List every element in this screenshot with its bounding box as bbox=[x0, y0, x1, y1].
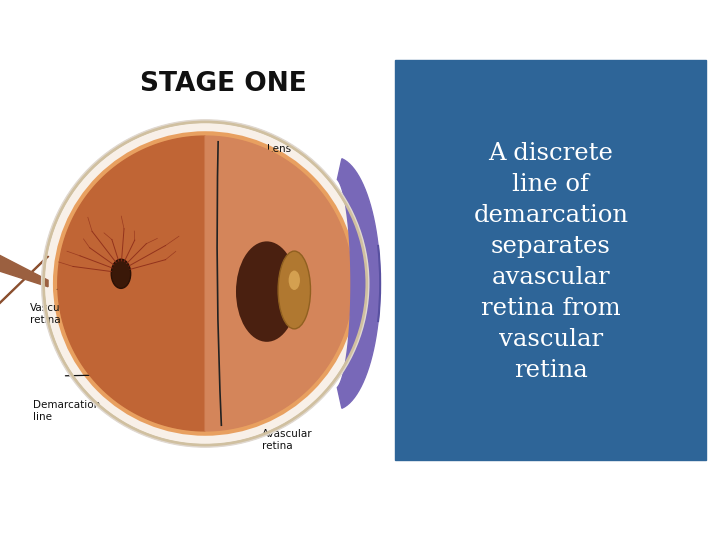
Text: Lens: Lens bbox=[266, 144, 291, 154]
Ellipse shape bbox=[278, 251, 310, 329]
Ellipse shape bbox=[53, 131, 358, 436]
FancyBboxPatch shape bbox=[395, 60, 706, 460]
Text: A discrete
line of
demarcation
separates
avascular
retina from
vascular
retina: A discrete line of demarcation separates… bbox=[473, 141, 629, 382]
Polygon shape bbox=[0, 254, 48, 287]
Text: Vascular
retina: Vascular retina bbox=[30, 303, 75, 325]
Polygon shape bbox=[338, 159, 380, 408]
Text: Demarcation
line: Demarcation line bbox=[33, 400, 101, 422]
Text: STAGE ONE: STAGE ONE bbox=[140, 71, 307, 97]
Text: Avascular
retina: Avascular retina bbox=[262, 429, 312, 451]
Ellipse shape bbox=[111, 259, 131, 288]
Polygon shape bbox=[205, 136, 353, 431]
Ellipse shape bbox=[43, 122, 367, 446]
Ellipse shape bbox=[236, 241, 297, 342]
Polygon shape bbox=[58, 136, 205, 431]
Ellipse shape bbox=[289, 271, 300, 290]
